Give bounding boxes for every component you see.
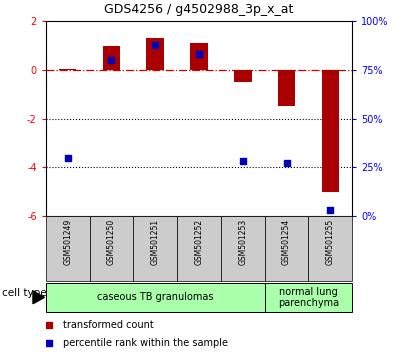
Text: GSM501251: GSM501251: [151, 219, 160, 266]
Point: [283, 160, 290, 166]
Bar: [103, 46, 120, 70]
Bar: [265, 216, 308, 281]
Bar: [133, 216, 177, 281]
Text: cell type: cell type: [2, 287, 47, 298]
Bar: [59, 69, 76, 70]
Text: normal lung
parenchyma: normal lung parenchyma: [278, 286, 339, 308]
Bar: [190, 43, 208, 70]
Bar: [90, 216, 133, 281]
Text: GSM501255: GSM501255: [326, 219, 335, 266]
Bar: [322, 70, 339, 192]
Point: [64, 155, 71, 160]
Bar: [234, 70, 252, 82]
Text: GSM501250: GSM501250: [107, 219, 116, 266]
Text: GSM501249: GSM501249: [63, 219, 72, 266]
Point: [240, 159, 246, 164]
Bar: [177, 216, 221, 281]
Text: GSM501252: GSM501252: [195, 219, 203, 266]
Bar: [265, 283, 352, 312]
Text: GSM501254: GSM501254: [282, 219, 291, 266]
Text: GDS4256 / g4502988_3p_x_at: GDS4256 / g4502988_3p_x_at: [104, 3, 294, 16]
Text: GSM501253: GSM501253: [238, 219, 247, 266]
Polygon shape: [33, 291, 45, 304]
Text: percentile rank within the sample: percentile rank within the sample: [62, 338, 228, 348]
Point: [152, 42, 158, 47]
Bar: [46, 216, 90, 281]
Text: caseous TB granulomas: caseous TB granulomas: [97, 292, 213, 302]
Bar: [308, 216, 352, 281]
Point: [196, 51, 202, 57]
Bar: [46, 283, 265, 312]
Text: transformed count: transformed count: [62, 320, 153, 330]
Point: [46, 322, 52, 327]
Point: [108, 57, 115, 63]
Bar: [146, 38, 164, 70]
Point: [327, 207, 334, 213]
Point: [46, 340, 52, 346]
Bar: [278, 70, 295, 107]
Bar: [221, 216, 265, 281]
